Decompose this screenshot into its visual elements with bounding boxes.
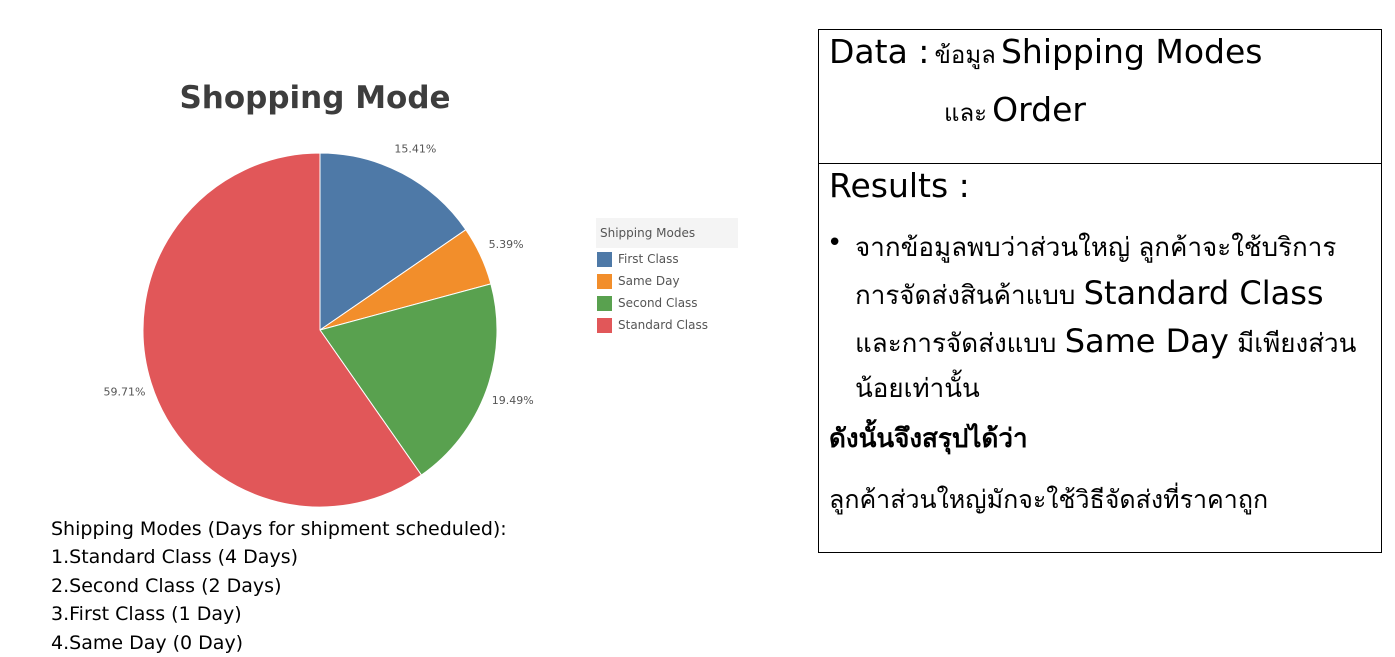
data-th-2: และ: [944, 99, 988, 127]
finding-en-2: Same Day: [1064, 322, 1229, 360]
legend-title: Shipping Modes: [596, 218, 738, 248]
legend-item-same-day: Same Day: [596, 270, 738, 292]
legend: Shipping Modes First Class Same Day Seco…: [596, 218, 738, 336]
pie-chart: 15.41% 5.39% 19.49% 59.71%: [103, 143, 534, 508]
legend-swatch-standard-class: [597, 318, 612, 333]
conclusion-heading: ดังนั้นจึงสรุปได้ว่า: [829, 424, 1028, 454]
finding-part-1: จากข้อมูลพบว่าส่วนใหญ่ ลูกค้าจะใช้บริการ…: [855, 233, 1337, 311]
chart-title: Shopping Mode: [179, 80, 451, 116]
legend-item-second-class: Second Class: [596, 292, 738, 314]
finding-en-1: Standard Class: [1083, 274, 1324, 312]
shipping-notes: Shipping Modes (Days for shipment schedu…: [51, 515, 507, 657]
pie-slice-standard-class: [142, 152, 423, 508]
data-th-1: ข้อมูล: [934, 41, 996, 69]
legend-item-standard-class: Standard Class: [596, 314, 738, 336]
finding-part-2: และการจัดส่งแบบ: [855, 329, 1057, 359]
notes-item: 3.First Class (1 Day): [51, 603, 242, 626]
data-line-2: และ Order: [944, 90, 1086, 132]
results-heading: Results :: [829, 166, 970, 205]
conclusion-text: ลูกค้าส่วนใหญ่มักจะใช้วิธีจัดส่งที่ราคาถ…: [829, 485, 1269, 514]
data-section: Data : ข้อมูล Shipping Modes และ Order: [819, 30, 1381, 164]
legend-item-first-class: First Class: [596, 248, 738, 270]
bullet-icon: •: [827, 228, 843, 258]
data-en-1: Shipping Modes: [1000, 32, 1263, 71]
legend-swatch-second-class: [597, 296, 612, 311]
notes-item: 2.Second Class (2 Days): [51, 574, 282, 597]
legend-label-standard-class: Standard Class: [618, 318, 708, 332]
data-label-second-class: 19.49%: [492, 394, 534, 407]
data-label-same-day: 5.39%: [489, 238, 524, 251]
data-label-first-class: 15.41%: [394, 143, 436, 156]
legend-label-second-class: Second Class: [618, 296, 698, 310]
data-line-1: Data : ข้อมูล Shipping Modes: [829, 32, 1263, 74]
legend-swatch-same-day: [597, 274, 612, 289]
data-label-standard-class: 59.71%: [103, 386, 145, 399]
notes-item: 4.Same Day (0 Day): [51, 631, 244, 654]
notes-heading: Shipping Modes (Days for shipment schedu…: [51, 518, 507, 540]
pie-slice-first-class: [319, 152, 467, 331]
legend-label-same-day: Same Day: [618, 274, 680, 288]
finding-text: จากข้อมูลพบว่าส่วนใหญ่ ลูกค้าจะใช้บริการ…: [855, 226, 1375, 412]
legend-swatch-first-class: [597, 252, 612, 267]
analysis-panel: Data : ข้อมูล Shipping Modes และ Order R…: [818, 29, 1382, 553]
notes-item: 1.Standard Class (4 Days): [51, 546, 298, 569]
data-en-2: Order: [992, 90, 1086, 129]
pie-slice-second-class: [319, 283, 498, 476]
data-prefix: Data :: [829, 32, 930, 71]
finding-part-3: มีเพียงส่วนน้อยเท่านั้น: [855, 329, 1357, 404]
legend-label-first-class: First Class: [618, 252, 679, 266]
